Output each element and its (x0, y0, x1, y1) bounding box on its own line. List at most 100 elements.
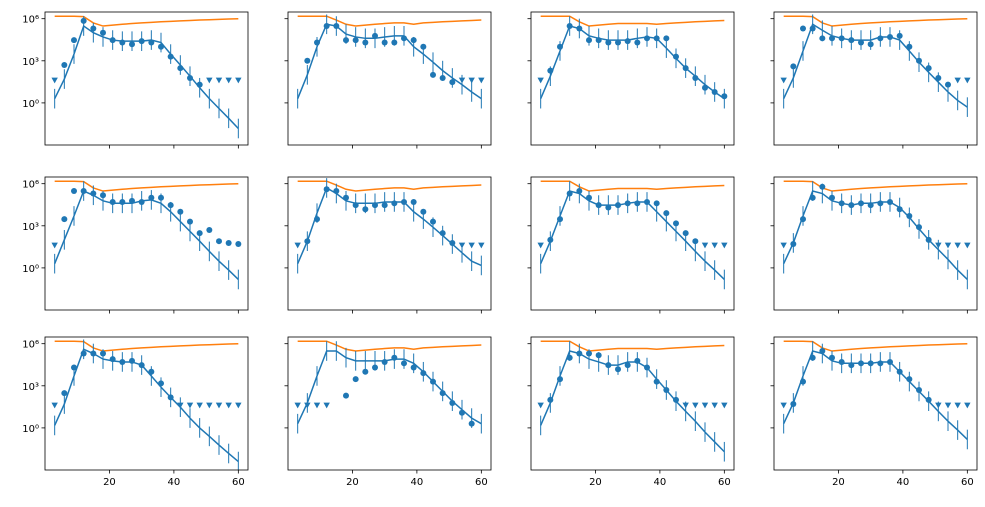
x-tick-label: 20 (346, 477, 359, 488)
data-point (216, 238, 222, 245)
data-point (586, 194, 592, 201)
data-point (158, 43, 164, 50)
upper-limit-marker (51, 242, 58, 249)
data-point (586, 37, 592, 44)
data-point (391, 39, 398, 46)
data-point (401, 360, 407, 367)
data-point (877, 360, 884, 367)
data-point (80, 350, 87, 357)
axes-frame (287, 176, 492, 311)
series-line (53, 348, 239, 463)
data-point (595, 37, 602, 44)
axes-frame (44, 336, 249, 471)
data-point (682, 65, 689, 72)
subplot (284, 176, 492, 314)
axes-frame (287, 11, 492, 146)
series-line (783, 15, 968, 27)
upper-limit-marker (294, 402, 301, 409)
data-point (711, 88, 718, 95)
series-line (783, 180, 968, 192)
upper-limit-marker (692, 402, 699, 409)
data-point (430, 218, 436, 225)
data-point (314, 39, 320, 46)
data-point (925, 396, 932, 403)
data-point (819, 183, 826, 190)
axes-frame (287, 336, 492, 471)
data-point (61, 62, 68, 69)
data-point (615, 39, 621, 46)
data-point (158, 380, 164, 387)
y-tick-label: 10³ (22, 57, 39, 68)
x-tick-label: 60 (475, 477, 488, 488)
upper-limit-marker (235, 402, 242, 409)
data-point (800, 378, 806, 385)
x-tick-label: 20 (832, 477, 845, 488)
data-point (557, 376, 563, 383)
data-point (838, 358, 845, 365)
plot-area (780, 340, 971, 450)
data-point (547, 396, 554, 403)
data-point (790, 63, 797, 70)
series-line (783, 340, 968, 352)
data-point (90, 190, 97, 197)
data-point (177, 208, 184, 215)
data-point (634, 200, 641, 207)
upper-limit-marker (225, 402, 232, 409)
subplot: 10⁰ 10³ 10⁶ (22, 176, 249, 314)
data-point (887, 33, 893, 40)
data-point (644, 35, 650, 42)
data-point (148, 39, 155, 46)
data-point (352, 376, 359, 383)
data-point (916, 224, 922, 231)
data-point (925, 65, 932, 72)
data-point (61, 216, 68, 223)
data-point (829, 194, 835, 201)
series-line (53, 24, 239, 130)
upper-limit-marker (780, 242, 787, 249)
upper-limit-marker (215, 402, 223, 409)
data-point (109, 356, 116, 363)
data-point (634, 39, 641, 46)
plot-area (51, 180, 242, 290)
data-point (566, 354, 573, 361)
data-point (644, 364, 650, 371)
upper-limit-marker (701, 242, 709, 249)
series-line (782, 350, 968, 440)
data-point (362, 368, 369, 375)
series-line (54, 15, 239, 27)
data-point (372, 364, 378, 371)
upper-limit-marker (954, 77, 961, 84)
data-point (682, 230, 689, 237)
upper-limit-marker (954, 402, 961, 409)
data-point (848, 37, 855, 44)
data-point (615, 202, 621, 209)
data-point (605, 204, 612, 211)
subplot (770, 11, 978, 149)
data-point (129, 41, 135, 48)
data-point (829, 354, 835, 361)
series-line (782, 23, 968, 108)
data-point (187, 218, 193, 225)
data-point (304, 238, 311, 245)
data-point (439, 74, 446, 81)
data-point (80, 188, 87, 195)
data-point (449, 399, 456, 406)
data-point (925, 236, 932, 243)
data-point (692, 238, 699, 245)
data-point (362, 39, 369, 46)
series-line (539, 25, 725, 100)
series-line (539, 350, 725, 453)
upper-limit-marker (721, 242, 728, 249)
upper-limit-marker (954, 242, 961, 249)
x-tick-label: 60 (961, 477, 974, 488)
data-point (644, 198, 650, 205)
data-point (333, 23, 340, 30)
y-tick-label: 10⁶ (22, 15, 39, 26)
data-point (605, 362, 612, 369)
upper-limit-marker (682, 402, 689, 409)
data-point (576, 188, 583, 195)
data-point (148, 368, 155, 375)
x-tick-label: 60 (718, 477, 731, 488)
data-point (906, 43, 913, 50)
